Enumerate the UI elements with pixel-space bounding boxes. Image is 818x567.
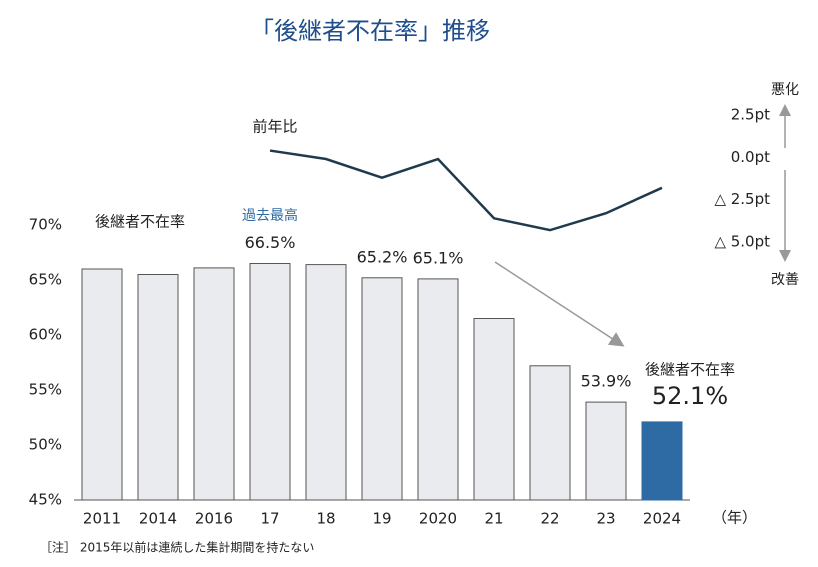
x-tick-label: 21 — [484, 510, 503, 528]
bar — [641, 421, 683, 501]
bar — [137, 274, 179, 501]
x-tick-label: 2016 — [195, 510, 233, 528]
bar — [417, 278, 459, 501]
x-tick-label: 17 — [260, 510, 279, 528]
annotation: 過去最高 — [242, 207, 298, 224]
footnote: ［注］ 2015年以前は連続した集計期間を持たない — [40, 540, 314, 555]
legend-label: 前年比 — [252, 118, 297, 136]
bar — [473, 318, 515, 501]
axis-unit: （年） — [712, 509, 757, 527]
bar — [249, 263, 291, 501]
data-label: 65.1% — [413, 248, 464, 267]
annotation: 後継者不在率 — [645, 361, 735, 379]
trend-arrow — [494, 261, 625, 347]
bar — [361, 277, 403, 501]
y-tick-label: 60% — [29, 326, 62, 344]
annotation: 悪化 — [771, 82, 799, 98]
series-label: 後継者不在率 — [95, 213, 185, 231]
bar — [305, 264, 347, 501]
x-tick-label: 2011 — [83, 510, 121, 528]
x-tick-label: 19 — [372, 510, 391, 528]
data-label: 65.2% — [357, 247, 408, 266]
annotation: 改善 — [771, 272, 799, 288]
line — [269, 149, 663, 232]
x-tick-label: 22 — [540, 510, 559, 528]
y-tick-label: 70% — [29, 216, 62, 234]
data-label: 66.5% — [245, 233, 296, 252]
y-tick-label: 50% — [29, 436, 62, 454]
x-tick-label: 2024 — [643, 510, 681, 528]
x-tick-label: 23 — [596, 510, 615, 528]
bar — [585, 401, 627, 501]
y2-tick-label: 0.0pt — [731, 148, 770, 166]
y-tick-label: 55% — [29, 381, 62, 399]
bar — [529, 365, 571, 501]
bar — [193, 267, 235, 501]
data-label: 52.1% — [652, 382, 728, 410]
data-label: 53.9% — [581, 372, 632, 391]
y-tick-label: 45% — [29, 491, 62, 509]
y-tick-label: 65% — [29, 271, 62, 289]
y2-tick-label: △ 5.0pt — [714, 233, 770, 251]
y2-tick-label: △ 2.5pt — [714, 190, 770, 208]
bar — [81, 268, 123, 501]
x-tick-label: 2014 — [139, 510, 177, 528]
chart-title: 「後継者不在率」推移 — [250, 17, 490, 45]
x-tick-label: 18 — [316, 510, 335, 528]
x-tick-label: 2020 — [419, 510, 457, 528]
y2-tick-label: 2.5pt — [731, 106, 770, 124]
